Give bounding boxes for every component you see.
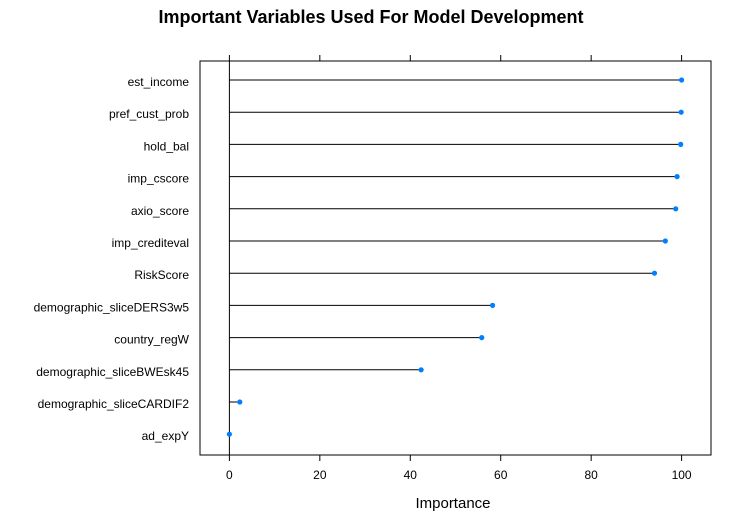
chart-title: Important Variables Used For Model Devel… — [158, 7, 583, 27]
plot-panel-border — [199, 60, 712, 456]
category-label: pref_cust_prob — [109, 107, 189, 121]
points-layer — [226, 77, 685, 437]
x-tick-label: 40 — [404, 468, 418, 482]
category-label: demographic_sliceBWEsk45 — [36, 365, 189, 379]
data-point — [678, 109, 684, 115]
data-point — [226, 431, 232, 437]
category-label: imp_crediteval — [112, 236, 189, 250]
data-point — [673, 206, 679, 212]
data-point — [418, 367, 424, 373]
category-label: RiskScore — [134, 268, 189, 282]
stems-layer — [229, 79, 682, 403]
data-point — [237, 399, 243, 405]
data-point — [674, 174, 680, 180]
data-point — [651, 270, 658, 276]
x-tick-label: 20 — [313, 468, 327, 482]
x-tick-label: 80 — [584, 468, 598, 482]
category-label: demographic_sliceDERS3w5 — [34, 300, 190, 314]
x-tick-label: 60 — [494, 468, 508, 482]
data-point — [662, 238, 668, 244]
data-point — [678, 141, 684, 147]
x-tick-label: 100 — [672, 468, 692, 482]
data-point — [489, 302, 496, 308]
category-label: hold_bal — [144, 139, 189, 153]
category-label: imp_cscore — [128, 172, 190, 186]
data-point — [679, 77, 685, 83]
category-label: axio_score — [131, 204, 189, 218]
category-label: country_regW — [114, 333, 189, 347]
x-tick-label: 0 — [226, 468, 233, 482]
category-label: demographic_sliceCARDIF2 — [38, 397, 190, 411]
x-axis-title: Importance — [415, 495, 490, 512]
category-label: est_income — [128, 75, 190, 89]
x-axis-ticks: 0 20 40 60 80 100 — [226, 55, 692, 482]
data-point — [479, 335, 485, 341]
category-label: ad_expY — [142, 429, 189, 443]
category-labels: est_income pref_cust_prob hold_bal imp_csco… — [34, 75, 190, 443]
